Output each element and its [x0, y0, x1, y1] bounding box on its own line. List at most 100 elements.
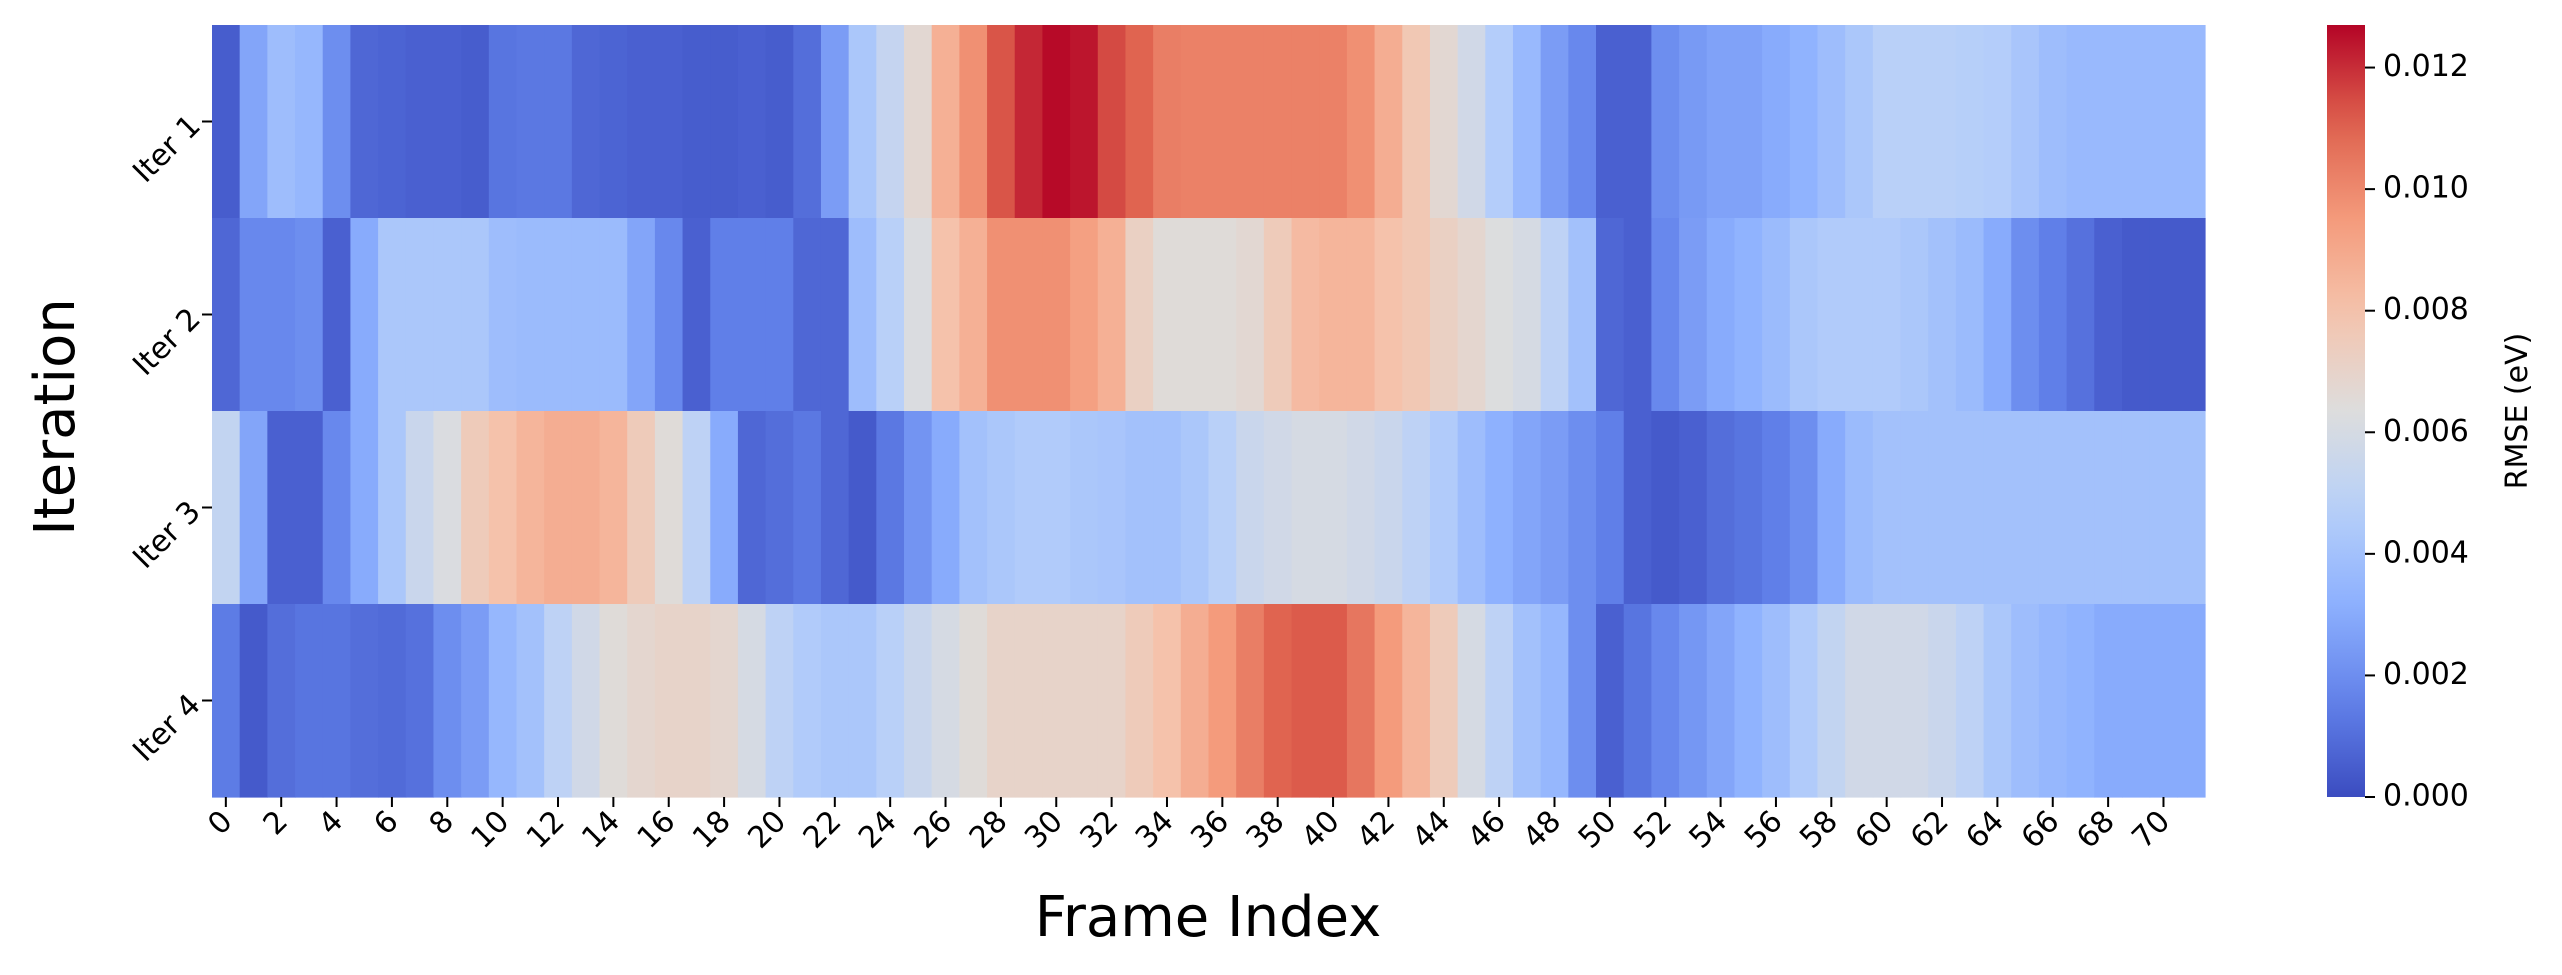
heatmap-cell — [1568, 411, 1597, 605]
heatmap-cell — [1097, 218, 1127, 412]
x-tick-label: 0 — [201, 804, 239, 842]
heatmap-cell — [1596, 411, 1625, 605]
heatmap-cell — [1429, 604, 1459, 798]
heatmap-cell — [1014, 218, 1044, 412]
heatmap-cell — [876, 604, 905, 798]
heatmap-cell — [710, 411, 739, 605]
heatmap-cell — [1319, 218, 1348, 412]
heatmap-cell — [1540, 218, 1569, 412]
heatmap-cell — [1180, 411, 1210, 605]
heatmap-cell — [1679, 604, 1708, 798]
y-tick-label: Iter 4 — [126, 687, 207, 768]
heatmap-cell — [1596, 218, 1625, 412]
heatmap-cell — [682, 604, 711, 798]
heatmap-cell — [820, 411, 850, 605]
colorbar-tick-label: 0.004 — [2383, 535, 2469, 570]
heatmap-cell — [322, 218, 351, 412]
heatmap-cell — [239, 218, 268, 412]
colorbar-title: RMSE (eV) — [2500, 333, 2535, 490]
heatmap-cell — [1070, 218, 1099, 412]
heatmap-cell — [1236, 218, 1265, 412]
heatmap-cell — [793, 411, 822, 605]
x-tick-label: 18 — [686, 804, 738, 856]
heatmap-cell — [516, 411, 545, 605]
heatmap-cell — [1346, 411, 1376, 605]
heatmap-cell — [295, 411, 324, 605]
heatmap-cell — [1679, 411, 1708, 605]
heatmap-cell — [793, 25, 822, 219]
heatmap-cell — [2121, 411, 2151, 605]
heatmap-cell — [378, 604, 407, 798]
heatmap-cell — [1070, 25, 1099, 219]
heatmap-cell — [1762, 25, 1791, 219]
heatmap-cell — [405, 411, 435, 605]
heatmap-cell — [1983, 25, 2012, 219]
heatmap-cell — [461, 411, 490, 605]
heatmap-cell — [1623, 411, 1652, 605]
heatmap-cell — [987, 604, 1016, 798]
heatmap-cell — [820, 218, 850, 412]
heatmap-cell — [267, 604, 296, 798]
colorbar-tick-label: 0.008 — [2383, 292, 2469, 327]
heatmap-cell — [1263, 25, 1293, 219]
heatmap-cell — [1817, 411, 1846, 605]
heatmap-cell — [2038, 25, 2068, 219]
heatmap-cell — [1236, 411, 1265, 605]
heatmap-cell — [295, 25, 324, 219]
heatmap-cells — [212, 25, 2206, 798]
x-tick-label: 38 — [1240, 804, 1292, 856]
heatmap-cell — [1900, 604, 1929, 798]
heatmap-cell — [1125, 25, 1154, 219]
heatmap-cell — [1485, 604, 1514, 798]
heatmap-cell — [1955, 218, 1985, 412]
heatmap-cell — [1706, 25, 1736, 219]
heatmap-cell — [904, 411, 933, 605]
heatmap-cell — [1623, 25, 1652, 219]
colorbar — [2327, 25, 2365, 797]
heatmap-cell — [1374, 25, 1403, 219]
x-tick-label: 22 — [797, 804, 849, 856]
heatmap-cell — [1596, 604, 1625, 798]
y-axis-ticks: Iter 1 Iter 2 Iter 3 Iter 4 — [126, 108, 212, 769]
heatmap-cell — [405, 218, 435, 412]
x-tick-label: 4 — [312, 804, 350, 842]
heatmap-cell — [2011, 218, 2040, 412]
heatmap-cell — [571, 604, 601, 798]
heatmap-cell — [2094, 604, 2123, 798]
heatmap-cell — [2066, 604, 2095, 798]
heatmap-cell — [2149, 411, 2178, 605]
heatmap-cell — [1872, 218, 1902, 412]
heatmap-cell — [820, 604, 850, 798]
heatmap-cell — [1928, 218, 1957, 412]
heatmap-cell — [1762, 218, 1791, 412]
heatmap-cell — [1374, 218, 1403, 412]
heatmap-cell — [1070, 411, 1099, 605]
heatmap-cell — [1900, 25, 1929, 219]
heatmap-cell — [1845, 604, 1874, 798]
heatmap-cell — [931, 218, 960, 412]
heatmap-cell — [848, 218, 877, 412]
heatmap-cell — [378, 411, 407, 605]
heatmap-cell — [876, 218, 905, 412]
x-tick-label: 32 — [1074, 804, 1126, 856]
heatmap-cell — [1900, 218, 1929, 412]
heatmap-cell — [1208, 411, 1237, 605]
heatmap-cell — [599, 604, 628, 798]
heatmap-cell — [322, 604, 351, 798]
heatmap-cell — [765, 218, 794, 412]
heatmap-cell — [959, 411, 988, 605]
x-tick-label: 62 — [1904, 804, 1956, 856]
heatmap-cell — [433, 25, 462, 219]
heatmap-cell — [1845, 25, 1874, 219]
heatmap-cell — [1042, 25, 1071, 219]
heatmap-cell — [433, 604, 462, 798]
heatmap-cell — [627, 25, 656, 219]
heatmap-cell — [987, 25, 1016, 219]
heatmap-cell — [1153, 411, 1182, 605]
heatmap-cell — [627, 218, 656, 412]
heatmap-cell — [1762, 411, 1791, 605]
heatmap-cell — [793, 604, 822, 798]
heatmap-cell — [516, 218, 545, 412]
heatmap-cell — [682, 411, 711, 605]
heatmap-cell — [267, 25, 296, 219]
